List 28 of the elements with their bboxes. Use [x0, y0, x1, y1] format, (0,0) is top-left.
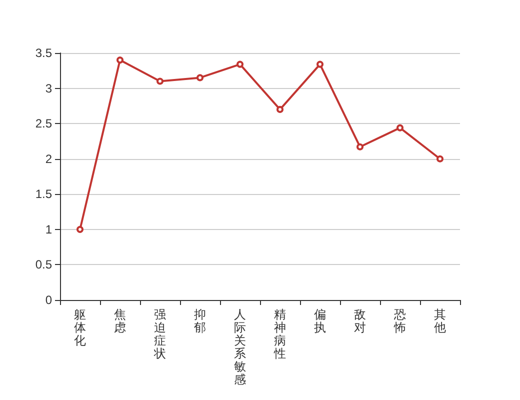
x-tick-label: 敌对 — [354, 308, 366, 334]
x-tick-label: 人际关系敏感 — [234, 308, 246, 386]
y-tick-label: 0 — [45, 293, 52, 307]
point — [76, 226, 84, 233]
point — [356, 143, 364, 150]
y-tick-label: 3 — [45, 81, 52, 96]
point — [116, 56, 124, 64]
y-tick-label: 3.5 — [35, 46, 52, 60]
point — [156, 78, 164, 85]
y-tick-label: 2 — [45, 152, 52, 166]
point — [236, 60, 244, 68]
point — [196, 74, 204, 82]
x-tick-label: 焦虑 — [114, 308, 126, 334]
point — [436, 155, 444, 162]
point — [396, 124, 404, 132]
y-tick-label: 1.5 — [35, 187, 52, 202]
x-tick-label: 躯体化 — [74, 308, 86, 348]
x-tick-label: 精神病性 — [273, 308, 286, 360]
x-tick-label: 其他 — [434, 308, 446, 334]
y-tick-label: 2.5 — [35, 116, 52, 131]
point — [276, 106, 284, 113]
y-tick-label: 0.5 — [35, 258, 52, 272]
x-tick-label: 强迫症状 — [153, 308, 166, 360]
point — [316, 60, 324, 68]
x-tick-label: 抑郁 — [194, 308, 206, 334]
x-tick-label: 恐怖 — [393, 308, 406, 334]
x-tick-label: 偏执 — [314, 308, 326, 334]
y-tick-label: 1 — [45, 222, 52, 236]
